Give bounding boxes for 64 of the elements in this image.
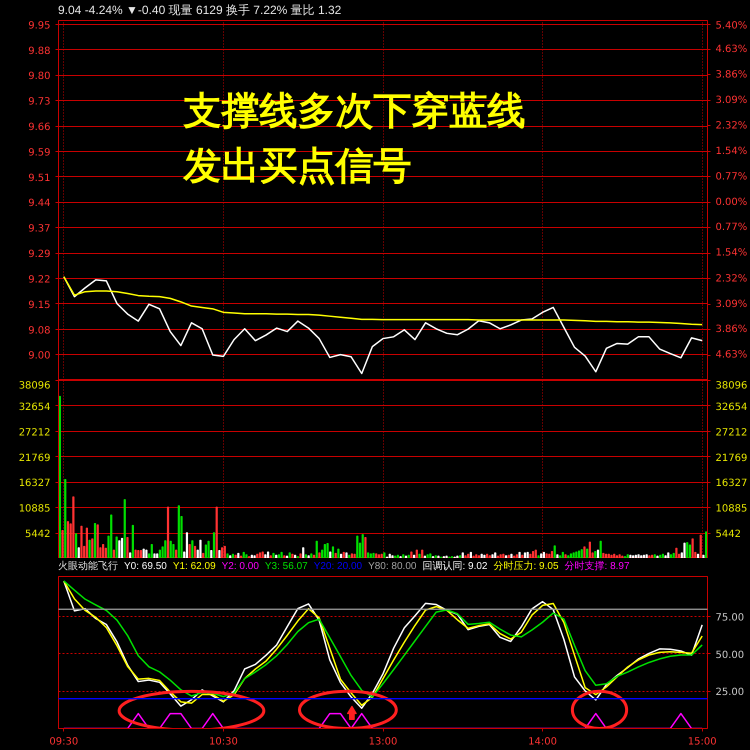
y-tick-label: 16327 [18,478,50,490]
y2-tick-label: 10885 [716,504,748,515]
y2-tick-label: 21769 [716,452,748,464]
y-tick-label: 9.37 [28,224,50,235]
y-tick-label: 9.22 [28,274,50,286]
y-tick-label: 9.29 [28,249,50,260]
y2-tick-label: 4.63% [716,350,748,361]
line-series [63,276,703,326]
annotation: 支撑线多次下穿蓝线 [182,88,526,132]
y2-tick-label: 16327 [716,478,748,490]
text: Y2: 0.00 [222,561,259,572]
annotation: 发出买点信号 [182,144,412,188]
y2-tick-label: 3.09% [716,298,748,310]
y2-tick-label: 5.40% [716,20,748,32]
y2-tick-label: 2.32% [716,120,748,132]
y2-tick-label: 3.86% [716,324,748,336]
text: 分时压力: 9.05 [493,561,559,572]
y-tick-label: 32654 [18,402,50,413]
y2-tick-label: 0.77% [716,222,748,234]
y-tick-label: 9.08 [28,325,50,336]
x-tick-label: 15:00 [688,736,717,748]
y2-tick-label: 38096 [716,380,748,392]
y-tick-label: 9.15 [28,300,50,311]
y2-tick-label: 1.54% [716,146,748,157]
y-tick-label: 9.95 [28,20,50,32]
y2-tick-label: 27212 [716,427,748,438]
text: Y1: 62.09 [172,561,216,572]
y-tick-label: 9.66 [28,122,50,134]
y2-tick-label: 4.63% [716,44,748,56]
y-tick-label: 9.73 [28,96,50,108]
y-tick-label: 9.00 [28,350,50,362]
y-tick-label: 9.59 [28,147,50,158]
y2-tick-label: 25.00 [716,687,744,698]
y-tick-label: 10885 [18,504,50,515]
y2-tick-label: 0.77% [716,171,748,182]
text: Y0: 69.50 [124,561,167,572]
y-tick-label: 9.51 [28,172,50,184]
x-tick-label: 09:30 [49,736,78,748]
y-tick-label: 9.88 [28,46,50,57]
y2-tick-label: 1.54% [716,248,748,259]
y2-tick-label: 75.00 [716,612,744,624]
y-tick-label: 27212 [18,427,50,438]
y-tick-label: 5442 [25,529,51,540]
y2-tick-label: 2.32% [716,273,748,284]
text: 回调认同: 9.02 [422,561,488,572]
text: 分时支撑: 8.97 [564,561,630,572]
y-tick-label: 38096 [18,380,50,392]
x-tick-label: 14:00 [528,736,558,748]
y2-tick-label: 32654 [716,402,748,413]
x-tick-label: 13:00 [368,736,398,748]
y2-tick-label: 50.00 [716,650,744,661]
y2-tick-label: 3.86% [716,69,748,80]
y2-tick-label: 0.00% [716,196,748,208]
y2-tick-label: 5442 [716,529,741,540]
text: Y3: 56.07 [264,561,308,572]
chart-title: 9.04 -4.24% ▼-0.40 现量 6129 换手 7.22% 量比 1.32 [58,3,342,17]
x-tick-label: 10:30 [209,736,238,748]
ref-line-label: Y80: 80.00 [368,561,416,572]
y2-tick-label: 3.09% [716,94,748,106]
y-tick-label: 9.44 [28,198,50,210]
y-tick-label: 9.80 [28,71,50,82]
ref-line-label: Y20: 20.00 [314,561,362,572]
chart-title: 火眼动能飞行 [58,561,118,572]
y-tick-label: 21769 [18,452,50,464]
